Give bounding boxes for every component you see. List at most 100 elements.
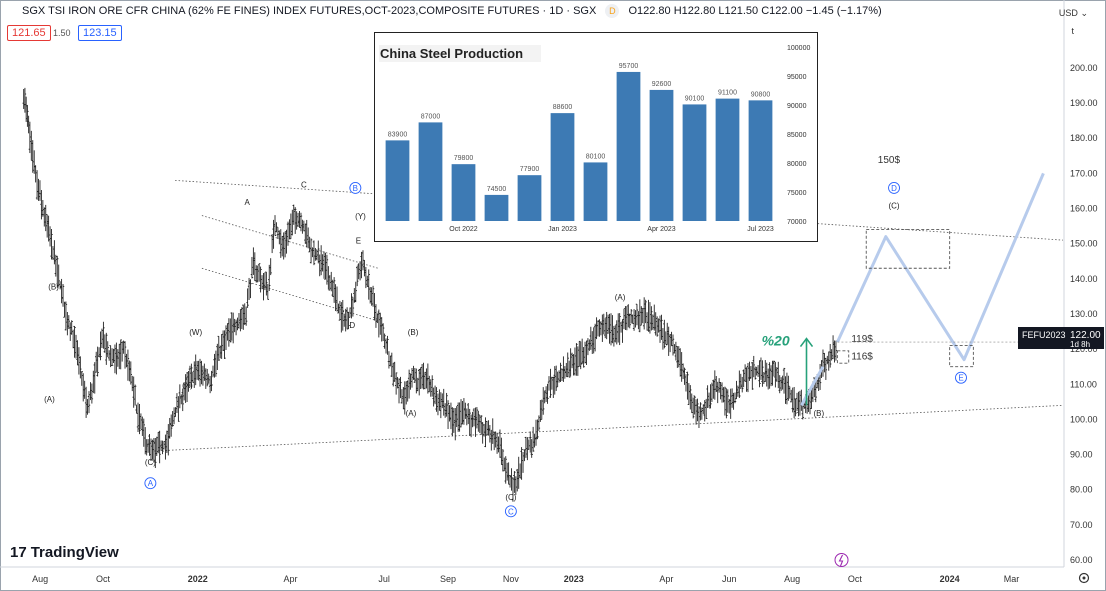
price-bar (497, 436, 500, 453)
price-bar (543, 390, 546, 404)
time-axis-tick-label: Aug (784, 574, 800, 584)
price-bar (748, 361, 751, 381)
price-bar (788, 386, 792, 399)
price-bar (827, 351, 830, 371)
price-bar (157, 431, 160, 454)
price-bar (733, 392, 737, 404)
china-steel-production-inset: China Steel Production 100000 95000 90000 8… (374, 32, 818, 242)
price-bar (226, 323, 229, 341)
price-bar (132, 376, 135, 408)
price-bar (503, 457, 506, 472)
inset-bar-value-label: 87000 (421, 113, 441, 120)
price-bar (539, 400, 542, 422)
price-bar (474, 407, 477, 437)
price-bar (82, 373, 85, 402)
inset-bar-value-label: 74500 (487, 186, 507, 193)
inset-bar-value-label: 92600 (652, 81, 672, 88)
price-bar (402, 387, 405, 410)
price-bar (679, 348, 682, 377)
price-bar (686, 371, 689, 400)
price-bar (449, 402, 453, 430)
price-bar (105, 332, 108, 365)
price-bar (710, 382, 714, 402)
price-bar (79, 356, 82, 379)
price-bar (722, 387, 725, 403)
price-bar (397, 378, 401, 404)
price-bar (436, 393, 440, 416)
price-bar (389, 355, 392, 367)
unit-toggle[interactable]: t (1071, 26, 1074, 36)
inset-bar (616, 71, 641, 221)
price-bar (126, 349, 130, 381)
price-bar (764, 360, 767, 383)
price-bar (707, 392, 711, 408)
price-bar (671, 334, 675, 356)
wave-label: A (148, 479, 154, 488)
buy-price-button[interactable]: 123.15 (78, 25, 122, 41)
inset-x-tick-label: Jul 2023 (747, 226, 774, 233)
inset-bar-value-label: 88600 (553, 104, 573, 111)
price-bar (445, 392, 448, 417)
price-bar (136, 402, 140, 433)
unit-label: t (1071, 26, 1074, 36)
price-annotation: %20 (762, 333, 790, 349)
price-bar (96, 346, 99, 377)
price-bar (743, 364, 747, 382)
price-bar (654, 312, 657, 336)
last-price-tag: FEFU2023 122.00 1d 8h (1018, 327, 1104, 349)
price-bar (304, 223, 307, 244)
price-axis-tick-label: 150.00 (1070, 239, 1098, 249)
sell-price-button[interactable]: 121.65 (7, 25, 51, 41)
price-bar (567, 360, 571, 378)
gear-icon-center (1082, 576, 1086, 580)
price-bar (725, 388, 728, 419)
price-bar (198, 358, 202, 387)
price-bar (566, 352, 569, 378)
time-axis-tick-label: Apr (283, 574, 297, 584)
data-status-badge[interactable]: D (605, 4, 620, 18)
price-bar (621, 319, 624, 343)
price-bar (756, 365, 760, 377)
price-bar (416, 377, 419, 392)
inset-bar-value-label: 95700 (619, 63, 639, 70)
price-bar (100, 328, 104, 349)
price-bar (438, 389, 441, 411)
inset-y-tick-label: 95000 (787, 74, 807, 81)
price-bar (628, 313, 631, 329)
price-bar (625, 306, 629, 331)
price-bar (689, 385, 692, 410)
price-bar (296, 212, 300, 227)
price-bar (80, 371, 83, 386)
price-bar (524, 436, 528, 458)
price-bar (469, 414, 473, 438)
price-bar (482, 423, 486, 437)
price-bar (145, 439, 148, 456)
event-marker-icon (834, 553, 849, 567)
price-bar (736, 385, 740, 397)
inset-y-tick-label: 90000 (787, 103, 807, 110)
price-bar (834, 340, 838, 361)
price-bar (367, 269, 370, 300)
lightning-icon (838, 554, 844, 567)
symbol-title[interactable]: SGX TSI IRON ORE CFR CHINA (62% FE FINES… (22, 4, 597, 17)
price-bar (207, 373, 210, 384)
price-bar (255, 265, 258, 283)
currency-selector[interactable]: USD ⌄ (1059, 8, 1088, 19)
price-bar (823, 352, 826, 373)
ohlc-change: −1.45 (−1.17%) (805, 4, 882, 17)
price-bar (467, 403, 470, 425)
price-bar (407, 369, 411, 399)
currency-label: USD (1058, 8, 1078, 18)
wave-label-circle (144, 477, 157, 490)
price-bar (642, 297, 646, 330)
price-annotation: 150$ (878, 155, 901, 166)
price-bar (406, 380, 409, 402)
price-bar (690, 393, 693, 414)
price-bar (771, 360, 774, 386)
inset-bar-value-label: 80100 (586, 153, 606, 160)
price-bar (308, 236, 311, 253)
price-bar (396, 376, 399, 389)
price-bar (765, 362, 768, 387)
price-bar (302, 220, 306, 232)
price-bar (119, 339, 122, 370)
